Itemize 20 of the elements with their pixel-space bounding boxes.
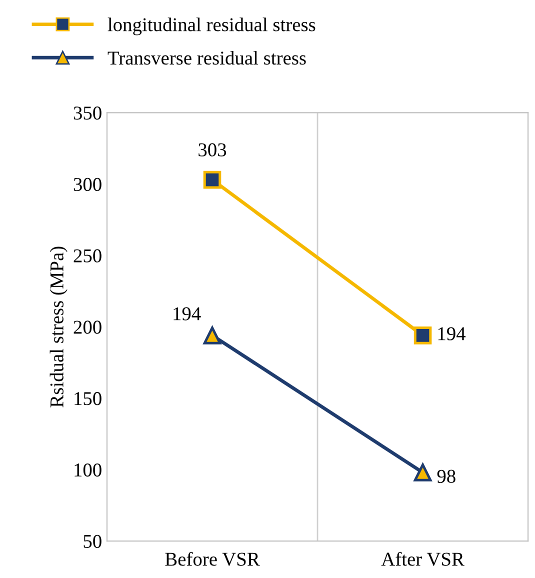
y-tick-label: 350: [74, 106, 102, 120]
y-axis-title: Rsidual stress (MPa): [50, 246, 68, 408]
point: [414, 464, 432, 482]
data-label: 194: [174, 307, 201, 320]
data-label: 194: [438, 327, 466, 340]
y-tick-label: 300: [74, 178, 102, 192]
data-label: 303: [198, 143, 226, 156]
legend-label: longitudinal residual stress: [108, 18, 316, 36]
legend-label: Transverse residual stress: [108, 50, 306, 65]
y-tick-label: 200: [74, 320, 102, 334]
y-tick-label: 250: [74, 249, 102, 262]
x-tick-label: Before VSR: [165, 552, 260, 566]
x-tick-label: After VSR: [381, 552, 464, 566]
point: [414, 326, 432, 344]
point: [203, 170, 222, 189]
point: [203, 326, 222, 344]
data-label: 98: [437, 470, 456, 483]
y-tick-label: 100: [74, 463, 102, 477]
y-tick-label: 50: [84, 534, 102, 548]
y-tick-label: 150: [74, 392, 102, 406]
